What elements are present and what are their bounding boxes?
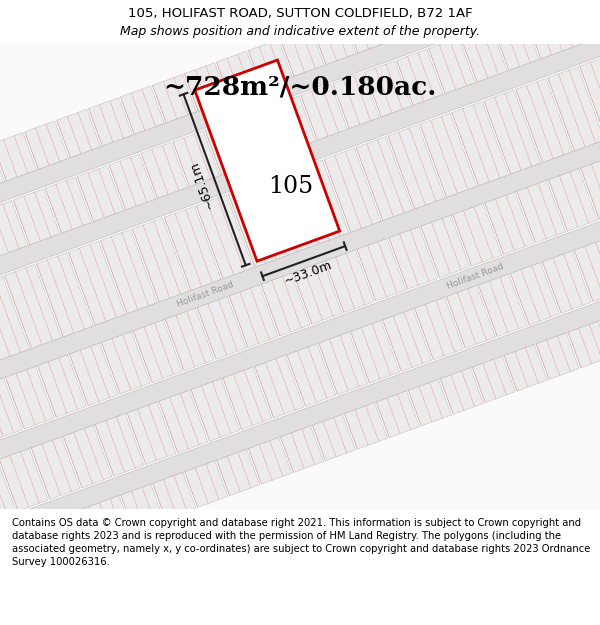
Polygon shape (478, 274, 527, 336)
Polygon shape (133, 218, 189, 302)
Polygon shape (536, 332, 579, 379)
Polygon shape (196, 194, 253, 279)
Polygon shape (152, 74, 196, 123)
Polygon shape (484, 90, 541, 174)
Text: ~65.1m: ~65.1m (187, 159, 216, 211)
Polygon shape (0, 276, 29, 360)
Polygon shape (164, 206, 221, 291)
Text: Holifast Road: Holifast Road (176, 281, 235, 309)
Polygon shape (440, 368, 483, 414)
Polygon shape (185, 62, 228, 111)
Polygon shape (376, 391, 419, 438)
Polygon shape (173, 131, 220, 187)
Polygon shape (365, 61, 411, 117)
Polygon shape (0, 542, 4, 589)
Polygon shape (280, 28, 324, 76)
Polygon shape (127, 402, 176, 464)
Polygon shape (68, 241, 125, 326)
Polygon shape (517, 180, 566, 243)
Polygon shape (568, 321, 600, 368)
Polygon shape (217, 51, 260, 99)
Text: ~728m²/~0.180ac.: ~728m²/~0.180ac. (163, 74, 437, 99)
Polygon shape (313, 16, 356, 65)
Polygon shape (376, 0, 420, 41)
Polygon shape (57, 109, 100, 158)
Polygon shape (344, 402, 388, 449)
Polygon shape (293, 262, 342, 324)
Polygon shape (0, 531, 36, 577)
Polygon shape (0, 144, 5, 192)
Polygon shape (133, 320, 182, 382)
Polygon shape (229, 285, 278, 348)
Polygon shape (165, 308, 214, 371)
Polygon shape (5, 366, 55, 429)
Polygon shape (0, 460, 16, 522)
Polygon shape (121, 86, 164, 134)
Polygon shape (485, 192, 533, 254)
Polygon shape (191, 379, 240, 441)
Polygon shape (516, 78, 572, 162)
Polygon shape (45, 177, 92, 233)
Polygon shape (185, 461, 228, 508)
Polygon shape (428, 38, 475, 94)
Text: 105, HOLIFAST ROAD, SUTTON COLDFIELD, B72 1AF: 105, HOLIFAST ROAD, SUTTON COLDFIELD, B7… (128, 8, 472, 21)
Text: Contains OS data © Crown copyright and database right 2021. This information is : Contains OS data © Crown copyright and d… (12, 518, 590, 568)
Polygon shape (453, 203, 502, 266)
Polygon shape (389, 227, 438, 289)
Polygon shape (415, 297, 463, 360)
Polygon shape (31, 437, 80, 499)
Polygon shape (57, 507, 100, 554)
Polygon shape (301, 84, 347, 140)
Polygon shape (0, 448, 48, 511)
Polygon shape (261, 273, 310, 336)
Text: ~33.0m: ~33.0m (283, 259, 334, 288)
Polygon shape (0, 378, 22, 441)
Polygon shape (333, 72, 379, 129)
Polygon shape (292, 160, 349, 244)
Polygon shape (356, 136, 413, 221)
Polygon shape (325, 250, 374, 312)
Polygon shape (287, 344, 335, 406)
Polygon shape (121, 484, 164, 531)
Polygon shape (269, 96, 316, 152)
Polygon shape (141, 142, 188, 198)
Polygon shape (37, 253, 94, 337)
Polygon shape (228, 183, 285, 268)
Polygon shape (344, 4, 388, 53)
Polygon shape (504, 344, 547, 391)
Polygon shape (421, 215, 470, 278)
Polygon shape (556, 0, 600, 48)
Polygon shape (77, 166, 124, 222)
Polygon shape (397, 49, 443, 106)
Polygon shape (237, 107, 283, 164)
Polygon shape (524, 2, 571, 59)
Polygon shape (548, 67, 600, 151)
Polygon shape (195, 60, 340, 261)
Polygon shape (37, 354, 86, 418)
Polygon shape (109, 154, 155, 210)
Polygon shape (408, 0, 452, 30)
Polygon shape (280, 426, 323, 472)
Polygon shape (440, 0, 484, 18)
Polygon shape (260, 171, 317, 256)
Polygon shape (408, 379, 451, 426)
Polygon shape (574, 239, 600, 302)
Polygon shape (152, 472, 196, 519)
Polygon shape (63, 425, 112, 488)
Polygon shape (248, 39, 292, 88)
Polygon shape (313, 414, 355, 461)
Text: 105: 105 (268, 176, 313, 198)
Polygon shape (89, 496, 132, 542)
Polygon shape (159, 390, 208, 453)
Polygon shape (324, 148, 381, 232)
Polygon shape (0, 201, 28, 256)
Polygon shape (25, 121, 68, 169)
Polygon shape (89, 98, 133, 146)
Polygon shape (493, 14, 539, 71)
Polygon shape (446, 286, 496, 348)
Polygon shape (100, 229, 157, 314)
